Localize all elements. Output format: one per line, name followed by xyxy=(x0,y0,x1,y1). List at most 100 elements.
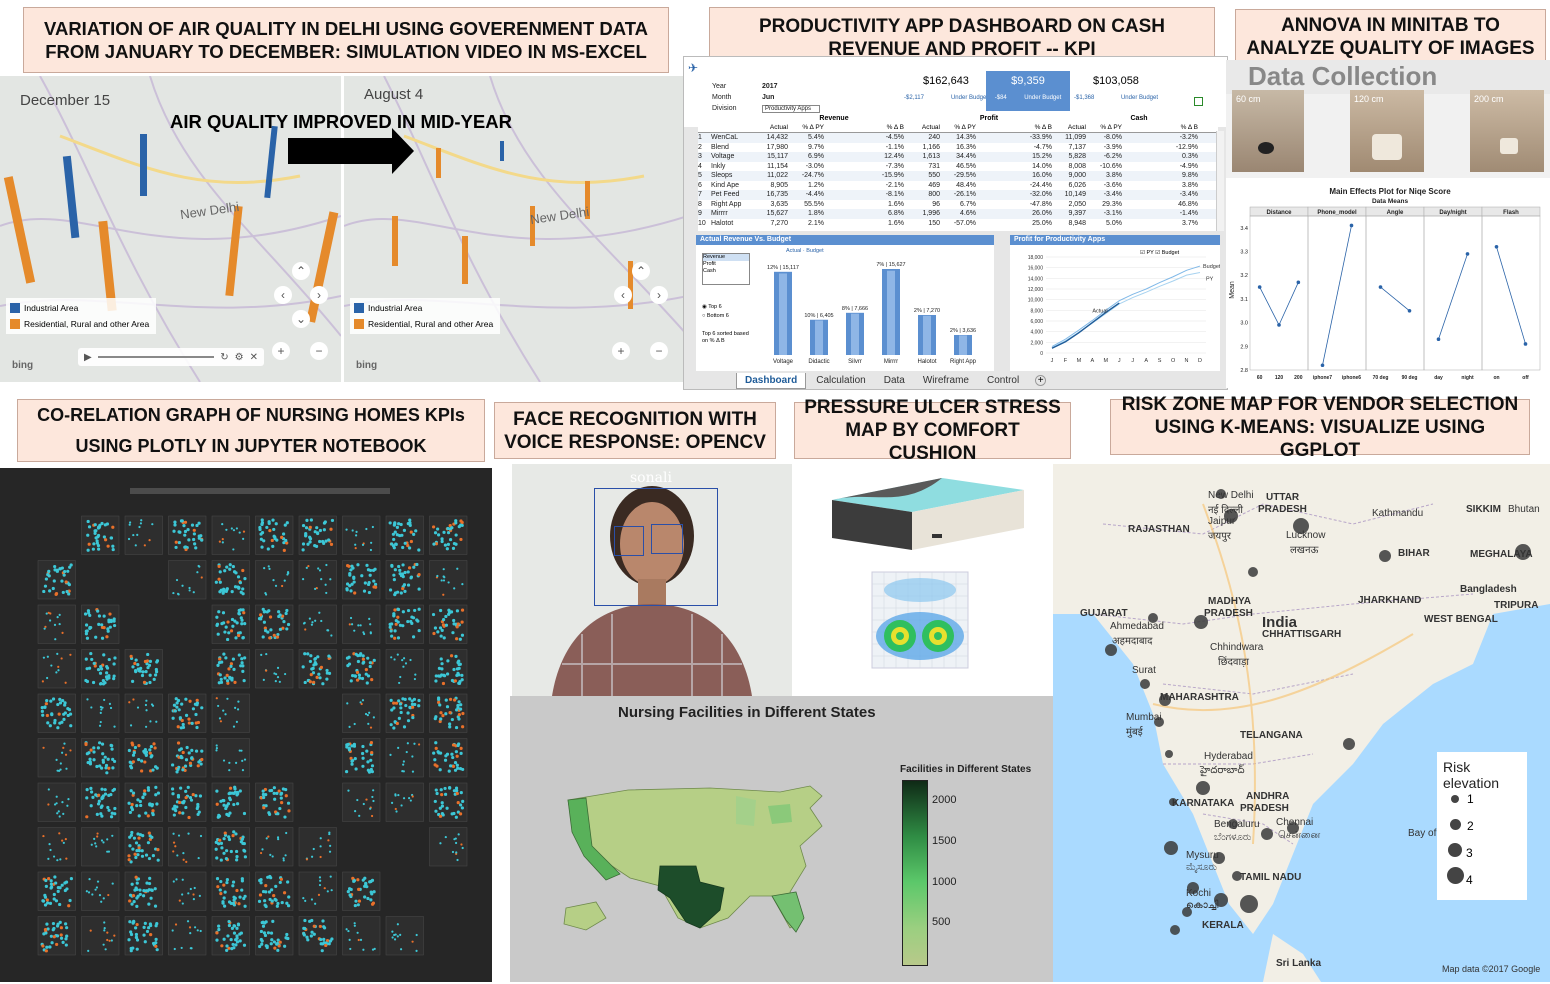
zoom-out-icon[interactable]: − xyxy=(310,342,328,360)
risk-level-2: 2 xyxy=(1467,819,1474,833)
table-cell: 15,627 xyxy=(766,210,788,218)
table-cell: 17,980 xyxy=(766,143,788,151)
gear-icon[interactable]: ⚙ xyxy=(234,351,244,363)
nav-up-icon-right[interactable]: ⌃ xyxy=(632,262,650,280)
refresh-icon[interactable]: ↻ xyxy=(220,351,229,363)
table-row[interactable]: 5 Sleops 11,022 -24.7% -15.9% 550 -29.5% 16.0% 9… xyxy=(698,171,1218,181)
matrix-cell xyxy=(429,827,468,867)
tab-data[interactable]: Data xyxy=(883,375,905,386)
list-cash[interactable]: Cash xyxy=(703,268,716,274)
matrix-cell-points xyxy=(172,832,203,864)
nav-right-icon-right[interactable]: › xyxy=(650,286,668,304)
matrix-cell-points xyxy=(263,565,290,596)
matrix-cell xyxy=(429,738,468,778)
table-cell: 26.0% xyxy=(1032,210,1052,218)
table-cell: 46.5% xyxy=(956,162,976,170)
line-chart-svg: 18,000 16,000 14,000 12,000 10,000 8,000 6,000… xyxy=(1028,255,1220,364)
series-label-py: PY xyxy=(1206,276,1214,282)
facet-level-label: iphone7 xyxy=(1313,375,1332,381)
table-cell: 2 xyxy=(698,143,702,151)
matrix-cell-points xyxy=(216,652,247,685)
nav-up-icon[interactable]: ⌃ xyxy=(292,262,310,280)
col-cash-actual: Actual xyxy=(1067,124,1086,131)
table-row[interactable]: 3 Voltage 15,117 6.9% 12.4% 1,613 34.4% 15.2% 5,… xyxy=(698,152,1218,162)
risk-point xyxy=(1293,518,1309,534)
matrix-cell-points xyxy=(347,789,375,818)
risk-point xyxy=(1154,717,1164,727)
table-row[interactable]: 4 Inkly 11,154 -3.0% -7.3% 731 46.5% 14.0% 8,008… xyxy=(698,162,1218,172)
close-icon[interactable]: ✕ xyxy=(249,351,258,363)
effect-line xyxy=(1438,253,1468,340)
matrix-cell xyxy=(211,693,250,733)
matrix-cell-points xyxy=(84,741,117,775)
anova-ytick: 3.3 xyxy=(1240,250,1248,256)
right-chart-title: Profit for Productivity Apps xyxy=(1010,235,1220,245)
tab-wireframe[interactable]: Wireframe xyxy=(922,375,969,386)
table-row[interactable]: 1 WenCaL 14,432 5.4% -4.5% 240 14.3% -33.9% 11,0… xyxy=(698,133,1218,143)
list-profit[interactable]: Profit xyxy=(703,261,716,267)
nav-left-icon[interactable]: ‹ xyxy=(274,286,292,304)
risk-point xyxy=(1196,781,1210,795)
kpi-revenue-value: $162,643 xyxy=(923,75,969,87)
matrix-cell xyxy=(168,871,207,911)
date-left: December 15 xyxy=(20,92,111,109)
map-label: ಮೈಸೂರು xyxy=(1186,862,1218,873)
zoom-in-icon[interactable]: + xyxy=(272,342,290,360)
map-label: BIHAR xyxy=(1398,548,1430,559)
matrix-cell xyxy=(211,827,250,867)
map-label: Sri Lanka xyxy=(1276,958,1322,969)
matrix-cell-points xyxy=(346,699,375,729)
table-cell: 5.0% xyxy=(1106,219,1122,227)
list-revenue[interactable]: Revenue xyxy=(703,254,749,261)
tab-dashboard[interactable]: Dashboard xyxy=(736,373,807,389)
nav-right-icon[interactable]: › xyxy=(310,286,328,304)
map-label: PRADESH xyxy=(1258,504,1307,515)
py-check-icon[interactable]: ☑ xyxy=(1140,250,1145,256)
division-select[interactable]: Productivity Apps xyxy=(762,105,821,113)
table-row[interactable]: 8 Right App 3,635 55.5% 1.6% 96 6.7% -47.8% 2,05… xyxy=(698,200,1218,210)
risk-point xyxy=(1165,750,1173,758)
effect-line xyxy=(1259,282,1299,326)
facet-name: Flash xyxy=(1503,210,1519,216)
radio-top6[interactable]: ◉ xyxy=(702,304,707,310)
table-cell: 5 xyxy=(698,172,702,180)
measure-listbox[interactable]: Revenue Profit Cash xyxy=(702,253,750,285)
table-scrollbar[interactable] xyxy=(1216,131,1224,231)
checkbox-icon[interactable] xyxy=(1194,97,1203,106)
risk-point xyxy=(1105,644,1117,656)
map-label: Kochi xyxy=(1186,888,1212,899)
table-cell: -4.5% xyxy=(885,134,904,142)
table-cell: 9.8% xyxy=(1182,172,1198,180)
matrix-cell xyxy=(37,604,76,644)
tab-control[interactable]: Control xyxy=(986,375,1020,386)
effect-point xyxy=(1257,285,1262,289)
zoom-in-icon-right[interactable]: + xyxy=(612,342,630,360)
add-sheet-icon[interactable]: + xyxy=(1035,375,1047,386)
zoom-out-icon-right[interactable]: − xyxy=(650,342,668,360)
table-cell: 0.3% xyxy=(1182,153,1198,161)
left-legend-actual: Actual xyxy=(786,248,802,254)
table-row[interactable]: 2 Blend 17,980 9.7% -1.1% 1,166 16.3% -4.7% 7,13… xyxy=(698,143,1218,153)
table-row[interactable]: 7 Pet Feed 16,735 -4.4% -8.1% 800 -26.1% -32.0%… xyxy=(698,190,1218,200)
nav-down-icon[interactable]: ⌄ xyxy=(292,310,310,328)
matrix-cell-points xyxy=(346,876,376,908)
matrix-cell-points xyxy=(390,793,414,813)
table-cell: 11,154 xyxy=(767,162,788,170)
table-cell: Mirrrr xyxy=(711,210,728,218)
table-row[interactable]: 10 Halotot 7,270 2.1% 1.6% 150 -57.0% 25.0% 8,94… xyxy=(698,219,1218,229)
table-row[interactable]: 9 Mirrrr 15,627 1.8% 6.8% 1,996 4.6% 26.0% 9,397… xyxy=(698,209,1218,219)
radio-bottom6[interactable]: ○ xyxy=(702,313,706,319)
matrix-cell-points xyxy=(128,698,158,728)
table-row[interactable]: 6 Kind Ape 8,905 1.2% -2.1% 469 48.4% -24.4% 6,0… xyxy=(698,181,1218,191)
data-collection-heading: Data Collection xyxy=(1226,60,1550,94)
nav-left-icon-right[interactable]: ‹ xyxy=(614,286,632,304)
map-label: CHHATTISGARH xyxy=(1262,629,1342,640)
tab-calculation[interactable]: Calculation xyxy=(816,375,866,386)
play-icon[interactable]: ▶ xyxy=(84,351,92,363)
map-label: PRADESH xyxy=(1204,608,1253,619)
timeline-bar[interactable] xyxy=(97,356,215,358)
map-label: ಬೆಂಗಳೂರು xyxy=(1214,832,1252,843)
budget-check-icon[interactable]: ☑ xyxy=(1155,250,1161,256)
kpi-profit-delta: -$84 xyxy=(994,95,1007,101)
video-player-controls[interactable]: ▶ ↻ ⚙ ✕ xyxy=(78,348,264,366)
